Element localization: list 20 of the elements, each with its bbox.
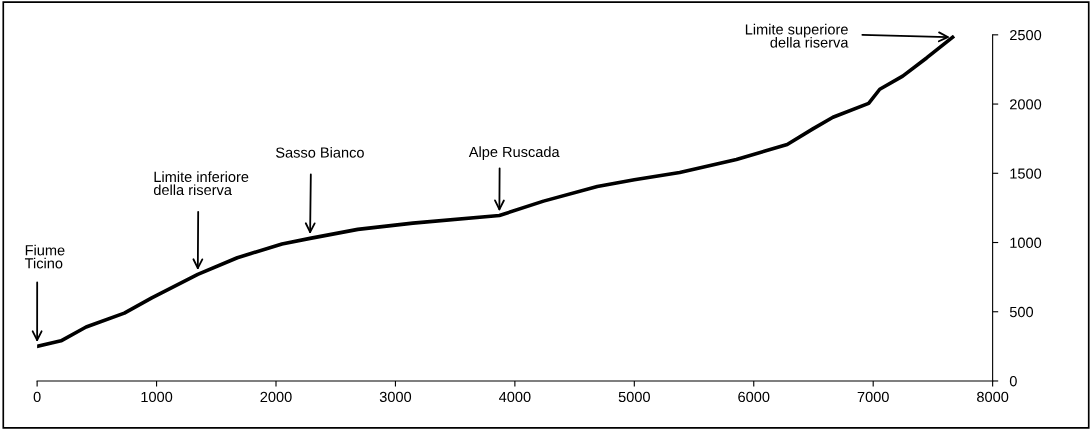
x-tick-label: 8000: [977, 391, 1009, 403]
x-tick-label: 6000: [738, 391, 770, 403]
y-tick-label: 1000: [1010, 237, 1042, 248]
y-tick-label: 2000: [1010, 99, 1042, 110]
annotation: Sasso Bianco: [275, 146, 364, 158]
x-tick-label: 5000: [618, 391, 650, 403]
x-tick-label: 7000: [857, 391, 889, 403]
annotation: Limite superiore della riserva: [745, 23, 849, 48]
x-tick-label: 4000: [498, 391, 531, 403]
annotation: Fiume Ticino: [24, 244, 65, 269]
x-tick-label: 0: [33, 391, 41, 403]
y-tick-label: 500: [1009, 306, 1034, 318]
annotation: Alpe Ruscada: [468, 146, 560, 160]
x-tick-label: 3000: [379, 391, 412, 403]
x-tick-label: 2000: [260, 391, 292, 403]
y-tick-label: 2500: [1010, 29, 1042, 41]
y-tick-label: 1500: [1010, 168, 1042, 179]
y-tick-label: 0: [1009, 376, 1017, 387]
annotation: Limite inferiore della riserva: [153, 171, 249, 196]
x-tick-label: 1000: [141, 391, 173, 403]
